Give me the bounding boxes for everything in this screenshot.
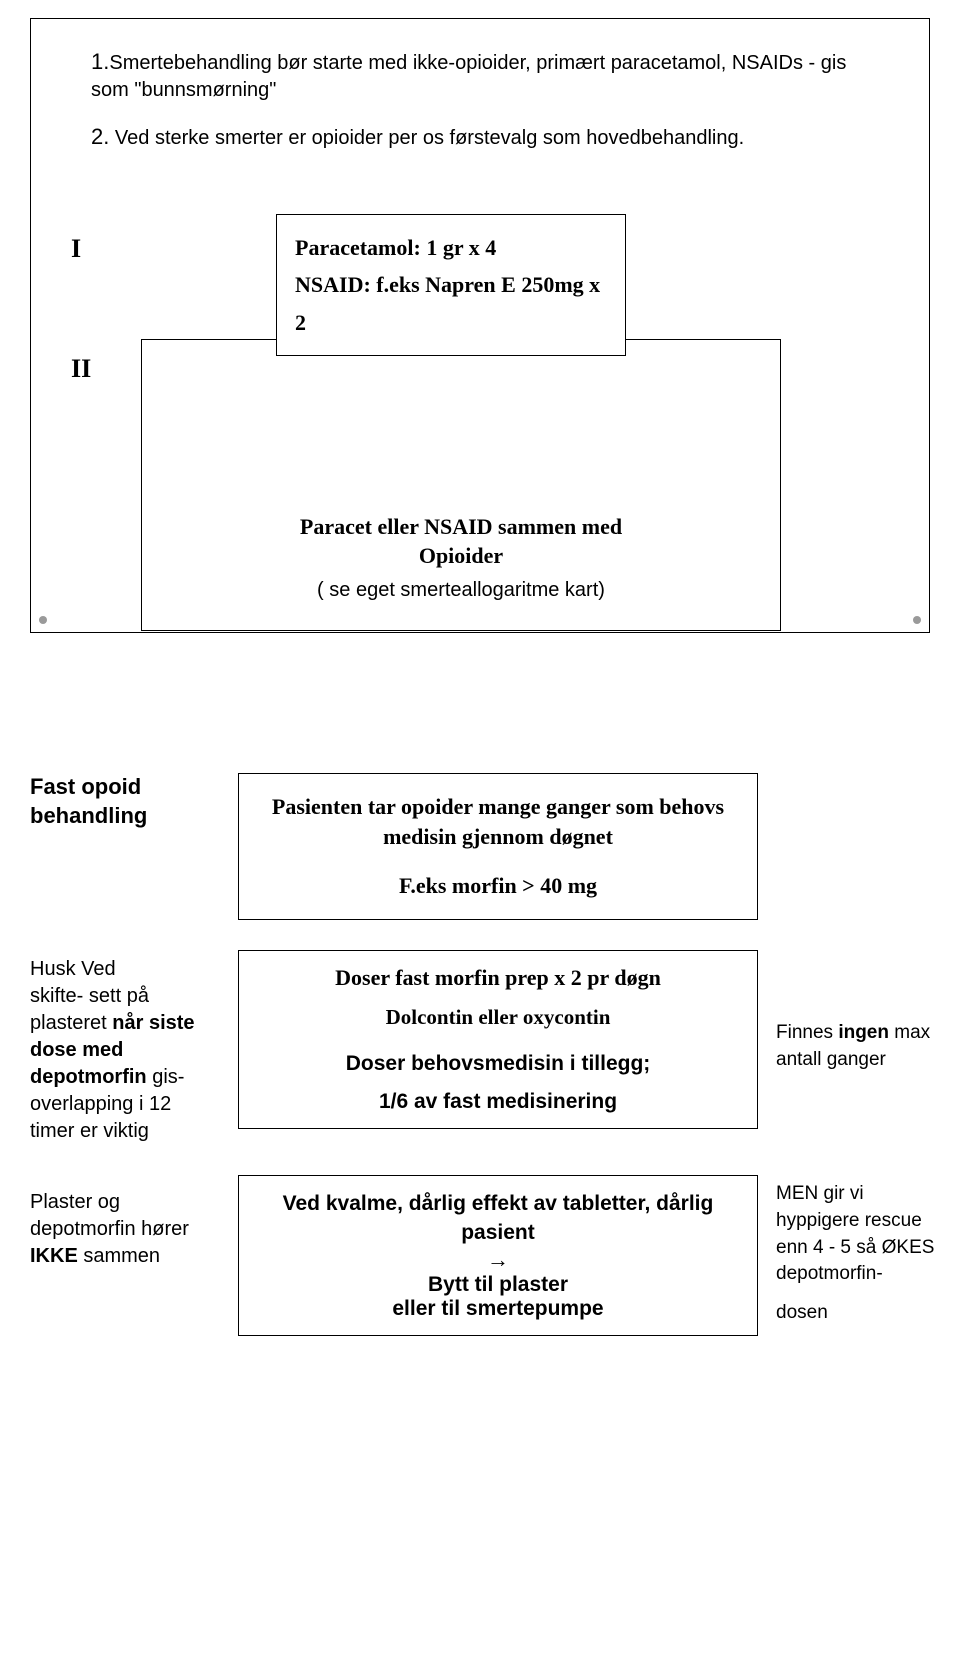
intro-paragraph-2: Ved sterke smerter er opioider per os fø… [109, 127, 744, 149]
row2-box-l2: Dolcontin eller oxycontin [257, 1005, 739, 1030]
panel-corner-dot [39, 616, 47, 624]
row2-box-l1: Doser fast morfin prep x 2 pr døgn [257, 965, 739, 991]
row3-center-box: Ved kvalme, dårlig effekt av tabletter, … [238, 1175, 758, 1336]
row2-box-l4: 1/6 av fast medisinering [257, 1090, 739, 1114]
row2-center-box: Doser fast morfin prep x 2 pr døgn Dolco… [238, 950, 758, 1129]
row1-center-box: Pasienten tar opoider mange ganger som b… [238, 773, 758, 920]
step-one-box: Paracetamol: 1 gr x 4 NSAID: f.eks Napre… [276, 214, 626, 356]
row1-box-line2: F.eks morfin > 40 mg [257, 873, 739, 899]
row1-left-label: Fast opoid behandling [30, 773, 220, 830]
row2-left-label: Husk Ved skifte- sett på plasteret når s… [30, 950, 220, 1145]
upper-bordered-panel: 1.Smertebehandling bør starte med ikke-o… [30, 18, 930, 633]
row3-box-l2: Bytt til plaster [257, 1273, 739, 1297]
step-two-title: Paracet eller NSAID sammen med Opioider [300, 512, 622, 571]
row3-right-note: MEN gir vi hyppigere rescue enn 4 - 5 så… [776, 1175, 951, 1326]
intro-number-2: 2. [91, 124, 109, 149]
arrow-right-icon: → [257, 1247, 739, 1273]
step-two-box: Paracet eller NSAID sammen med Opioider … [141, 339, 781, 631]
row3-box-l3: eller til smertepumpe [257, 1297, 739, 1321]
row3-left-label: Plaster og depotmorfin hører IKKE sammen [30, 1175, 220, 1270]
intro-text: 1.Smertebehandling bør starte med ikke-o… [91, 47, 884, 152]
row3-box-l1: Ved kvalme, dårlig effekt av tabletter, … [257, 1190, 739, 1247]
row2-box-l3: Doser behovsmedisin i tillegg; [257, 1052, 739, 1076]
row1-box-line1: Pasienten tar opoider mange ganger som b… [257, 792, 739, 851]
step-roman-two: II [71, 354, 91, 384]
lower-grid: Fast opoid behandling Pasienten tar opoi… [30, 773, 930, 1336]
row2-right-note: Finnes ingen max antall ganger [776, 950, 951, 1073]
panel-corner-dot [913, 616, 921, 624]
intro-paragraph-1: Smertebehandling bør starte med ikke-opi… [91, 52, 846, 101]
step-two-subtitle: ( se eget smerteallogaritme kart) [317, 579, 605, 602]
intro-number-1: 1. [91, 49, 109, 74]
step-one-line-2: NSAID: f.eks Napren E 250mg x 2 [295, 266, 607, 341]
step-roman-one: I [71, 234, 81, 264]
step-one-line-1: Paracetamol: 1 gr x 4 [295, 229, 607, 266]
